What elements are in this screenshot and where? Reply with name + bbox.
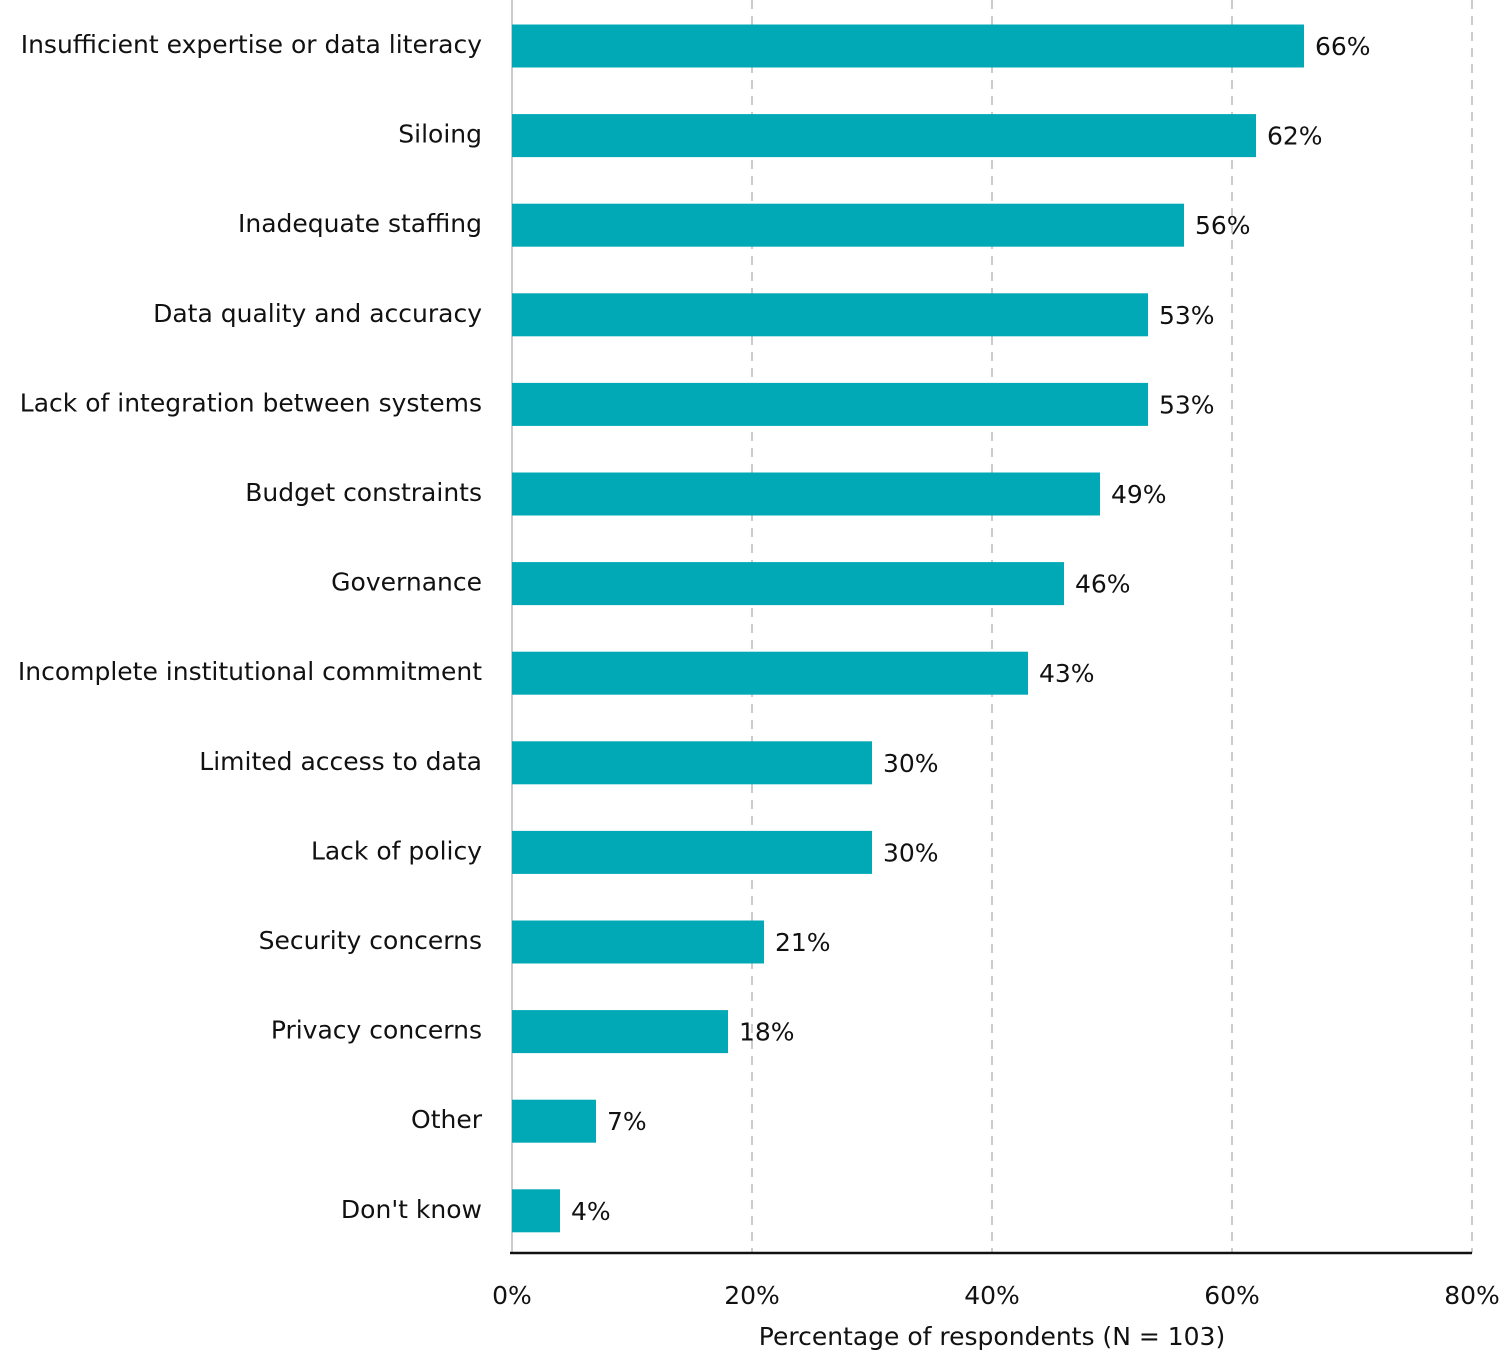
bar (512, 203, 1184, 247)
y-tick-label: Data quality and accuracy (153, 299, 482, 328)
value-label: 30% (883, 838, 939, 867)
value-label: 43% (1039, 659, 1095, 688)
x-tick-label: 80% (1444, 1281, 1500, 1310)
x-tick-label: 0% (492, 1281, 532, 1310)
y-tick-label: Lack of integration between systems (20, 388, 482, 417)
bar (512, 830, 872, 874)
value-label: 4% (571, 1197, 611, 1226)
value-label: 30% (883, 749, 939, 778)
y-tick-label: Limited access to data (199, 747, 482, 776)
y-tick-label: Governance (331, 568, 482, 597)
x-tick-label: 40% (964, 1281, 1020, 1310)
bar (512, 24, 1304, 68)
y-tick-label: Siloing (398, 120, 482, 149)
value-label: 62% (1267, 122, 1323, 151)
bar (512, 1099, 596, 1143)
y-tick-label: Insufficient expertise or data literacy (21, 30, 482, 59)
value-label: 66% (1315, 32, 1371, 61)
x-tick-label: 20% (724, 1281, 780, 1310)
y-tick-label: Security concerns (259, 926, 482, 955)
y-tick-label: Privacy concerns (271, 1016, 482, 1045)
value-label: 56% (1195, 211, 1251, 240)
bar (512, 1010, 728, 1054)
x-axis-title: Percentage of respondents (N = 103) (759, 1322, 1225, 1351)
value-label: 53% (1159, 390, 1215, 419)
y-tick-label: Other (411, 1105, 483, 1134)
value-label: 53% (1159, 301, 1215, 330)
y-tick-label: Lack of policy (311, 836, 482, 865)
bar (512, 651, 1028, 695)
y-tick-label: Don't know (341, 1195, 482, 1224)
y-tick-label: Incomplete institutional commitment (18, 657, 482, 686)
value-label: 46% (1075, 570, 1131, 599)
y-tick-label: Inadequate staffing (238, 209, 482, 238)
y-tick-label: Budget constraints (245, 478, 482, 507)
x-tick-label: 60% (1204, 1281, 1260, 1310)
bar (512, 920, 764, 964)
bar (512, 741, 872, 785)
value-label: 7% (607, 1107, 647, 1136)
value-label: 21% (775, 928, 831, 957)
bar (512, 1189, 560, 1233)
bar (512, 562, 1064, 606)
bar (512, 382, 1148, 426)
bar (512, 472, 1100, 516)
value-label: 18% (739, 1018, 795, 1047)
value-label: 49% (1111, 480, 1167, 509)
bar (512, 293, 1148, 337)
bar (512, 114, 1256, 158)
